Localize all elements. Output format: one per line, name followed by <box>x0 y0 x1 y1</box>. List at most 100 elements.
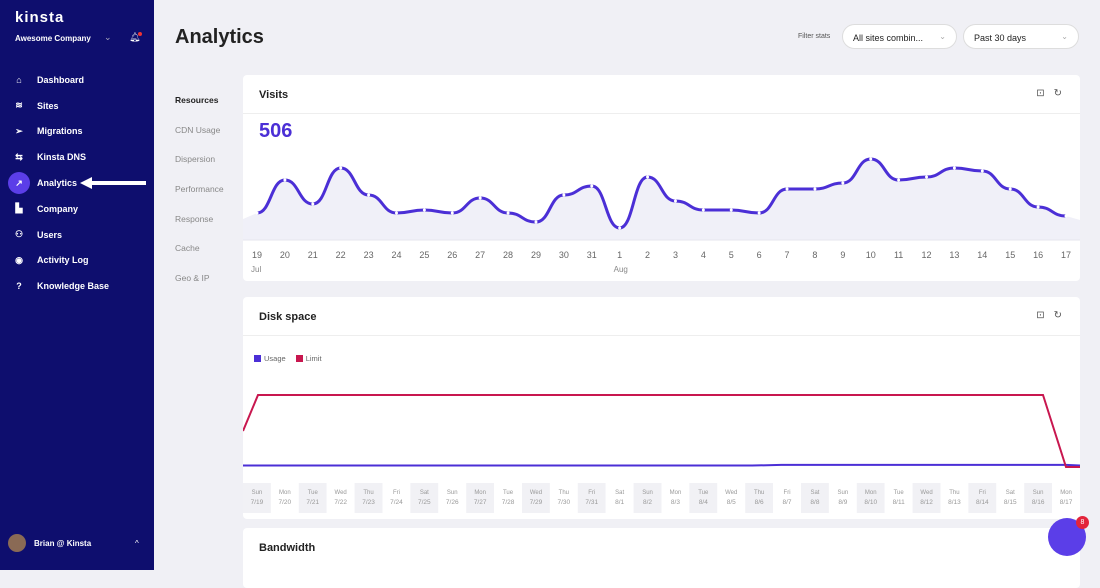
analytics-subnav: Resources CDN Usage Dispersion Performance R… <box>175 95 224 303</box>
sidebar-item-users[interactable]: ⚇ Users <box>0 222 154 248</box>
x-tick-band <box>996 483 1025 513</box>
sidebar-item-knowledge-base[interactable]: ? Knowledge Base <box>0 273 154 299</box>
x-tick-band <box>773 483 801 513</box>
x-tick-day: Fri <box>588 490 595 496</box>
company-switcher[interactable]: Awesome Company <box>15 34 91 43</box>
sidebar-item-activity-log[interactable]: ◉ Activity Log <box>0 248 154 274</box>
chevron-down-icon[interactable]: ⌄ <box>104 32 112 42</box>
x-tick-day: Wed <box>725 490 737 496</box>
data-point <box>534 220 538 224</box>
x-tick-day: Fri <box>979 490 986 496</box>
sidebar-item-label: Migrations <box>37 126 83 137</box>
x-tick-label: 5 <box>729 250 734 260</box>
x-tick-label: 7/31 <box>585 499 598 506</box>
x-tick-label: 8/3 <box>671 499 680 506</box>
subnav-geo-ip[interactable]: Geo & IP <box>175 273 210 284</box>
sidebar-item-label: Dashboard <box>37 74 85 85</box>
sidebar-item-label: Company <box>37 203 79 214</box>
visits-card: Visits ⊡ ↻ 506 19 Jul 20 21 22 23 24 25 26 27 28 29 3… <box>243 75 1080 281</box>
subnav-response[interactable]: Response <box>175 213 214 224</box>
x-tick-band <box>968 483 997 513</box>
x-tick-band <box>410 483 439 513</box>
x-tick-label: 7/21 <box>306 499 319 506</box>
data-point <box>422 208 426 212</box>
legend-usage[interactable]: Usage <box>254 354 286 363</box>
refresh-icon[interactable]: ↻ <box>1053 88 1062 99</box>
chevron-down-icon: ⌄ <box>1061 32 1068 41</box>
x-tick-day: Thu <box>363 490 373 496</box>
export-icon[interactable]: ⊡ <box>1036 310 1045 321</box>
legend-limit[interactable]: Limit <box>295 354 322 363</box>
x-tick-label: 8/17 <box>1060 499 1073 506</box>
x-tick-label: 29 <box>531 250 541 260</box>
refresh-icon[interactable]: ↻ <box>1053 310 1062 321</box>
bell-icon[interactable]: 🔔︎ <box>129 32 143 42</box>
sidebar-item-company[interactable]: ▙ Company <box>0 196 154 222</box>
subnav-dispersion[interactable]: Dispersion <box>175 154 216 165</box>
x-tick-day: Sat <box>810 490 819 496</box>
data-point <box>646 175 650 179</box>
subnav-cache[interactable]: Cache <box>175 243 200 254</box>
user-menu[interactable]: Brian @ Kinsta <box>8 534 91 552</box>
data-point <box>283 178 287 182</box>
eye-icon: ◉ <box>15 254 23 265</box>
x-tick-day: Mon <box>1060 490 1072 496</box>
x-tick-day: Fri <box>393 490 400 496</box>
kinsta-logo[interactable]: kinsta <box>15 9 65 26</box>
sidebar-item-label: Activity Log <box>37 255 89 266</box>
subnav-performance[interactable]: Performance <box>175 184 224 195</box>
x-tick-day: Fri <box>784 490 791 496</box>
period-select[interactable]: Past 30 days ⌄ <box>963 24 1079 49</box>
export-icon[interactable]: ⊡ <box>1036 88 1045 99</box>
x-tick-band <box>801 483 829 513</box>
x-tick-band <box>940 483 969 513</box>
sidebar-item-dashboard[interactable]: ⌂ Dashboard <box>0 67 154 93</box>
sidebar-item-kinsta-dns[interactable]: ⇆ Kinsta DNS <box>0 144 154 170</box>
x-tick-label: 7/26 <box>446 499 459 506</box>
subnav-resources[interactable]: Resources <box>175 95 219 105</box>
x-tick-day: Sat <box>1006 490 1015 496</box>
data-point <box>339 166 343 170</box>
x-tick-day: Sun <box>1033 490 1044 496</box>
data-point <box>311 202 315 206</box>
visits-line <box>256 157 1067 230</box>
x-tick-band <box>745 483 774 513</box>
data-point <box>618 226 622 230</box>
data-point <box>255 211 259 215</box>
sidebar-item-sites[interactable]: ≋ Sites <box>0 93 154 119</box>
home-icon: ⌂ <box>16 74 22 85</box>
card-title: Disk space <box>259 311 317 323</box>
page-title: Analytics <box>175 26 264 48</box>
x-tick-label: 6 <box>757 250 762 260</box>
x-tick-label: 13 <box>949 250 959 260</box>
x-tick-label: 10 <box>866 250 876 260</box>
x-tick-label: 24 <box>391 250 401 260</box>
subnav-cdn-usage[interactable]: CDN Usage <box>175 124 221 135</box>
x-tick-band <box>633 483 662 513</box>
x-tick-label: 7/20 <box>279 499 292 506</box>
x-tick-label: 8/8 <box>810 499 819 506</box>
data-point <box>450 211 454 215</box>
x-tick-label: 4 <box>701 250 706 260</box>
sidebar-item-analytics[interactable]: ↗ Analytics <box>0 170 154 196</box>
chevron-down-icon: ⌄ <box>939 32 946 41</box>
x-tick-day: Sun <box>642 490 653 496</box>
x-tick-label: 28 <box>503 250 513 260</box>
x-tick-label: 17 <box>1061 250 1071 260</box>
x-tick-label: 2 <box>645 250 650 260</box>
x-tick-day: Sun <box>252 490 263 496</box>
x-tick-label: 8/10 <box>864 499 877 506</box>
x-tick-day: Mon <box>279 490 291 496</box>
site-select[interactable]: All sites combin... ⌄ <box>842 24 957 49</box>
x-tick-label: 11 <box>894 250 903 260</box>
sidebar-item-label: Users <box>37 229 63 240</box>
chevron-up-icon[interactable]: ^ <box>135 539 139 548</box>
sidebar-item-migrations[interactable]: ➢ Migrations <box>0 119 154 145</box>
period-select-value: Past 30 days <box>974 33 1027 43</box>
data-point <box>590 184 594 188</box>
x-tick-label: 8 <box>812 250 817 260</box>
x-tick-label: 8/5 <box>727 499 736 506</box>
x-tick-day: Mon <box>865 490 877 496</box>
sidebar-item-label: Knowledge Base <box>37 281 110 292</box>
x-tick-day: Sat <box>615 490 624 496</box>
